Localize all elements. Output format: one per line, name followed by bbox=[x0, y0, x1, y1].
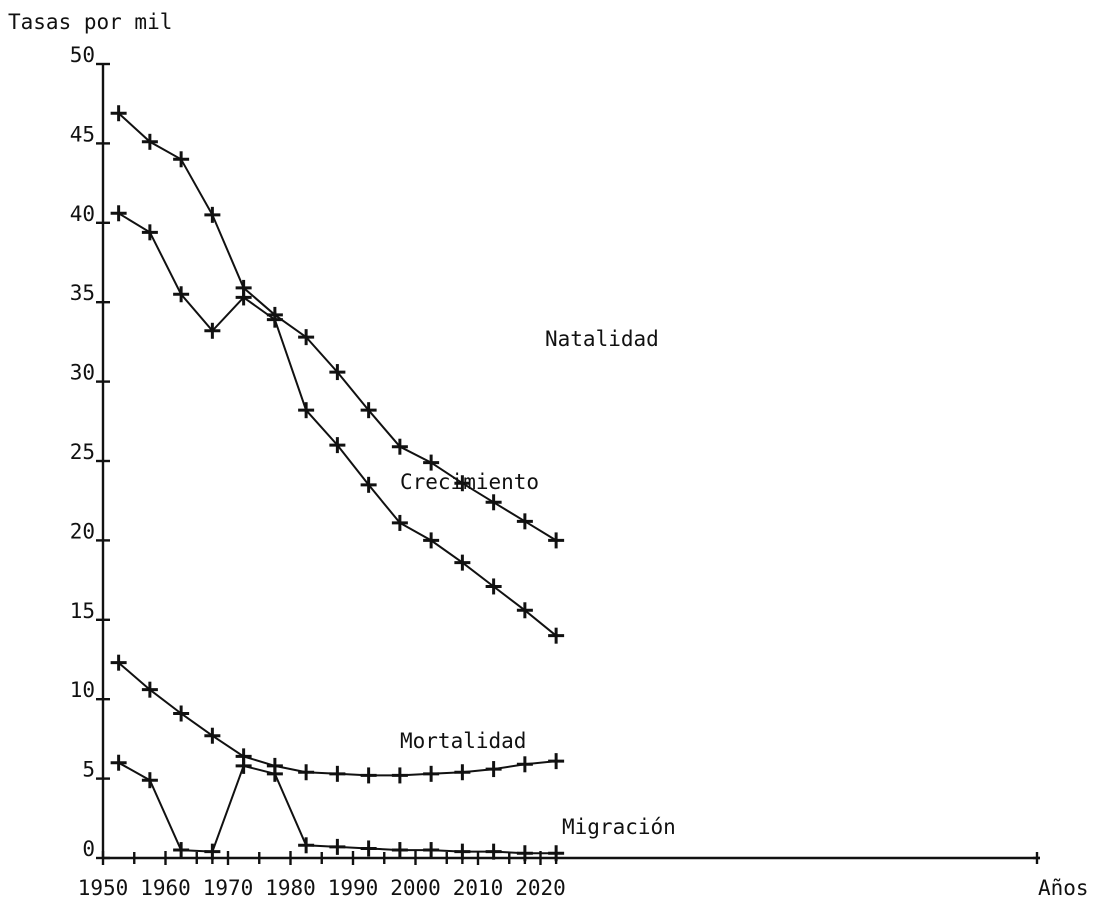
data-point-mortalidad bbox=[423, 765, 440, 782]
y-tick-label: 45 bbox=[70, 122, 95, 146]
data-point-mortalidad bbox=[548, 753, 565, 770]
data-point-mortalidad bbox=[298, 764, 315, 781]
data-point-migracion bbox=[391, 842, 408, 859]
data-point-mortalidad bbox=[454, 764, 471, 781]
data-point-natalidad bbox=[548, 532, 565, 549]
data-point-natalidad bbox=[110, 105, 127, 122]
data-point-natalidad bbox=[485, 494, 502, 511]
data-point-crecimiento bbox=[298, 402, 315, 419]
data-point-crecimiento bbox=[423, 532, 440, 549]
x-tick-label: 2010 bbox=[453, 876, 504, 900]
data-point-natalidad bbox=[298, 329, 315, 346]
data-point-natalidad bbox=[329, 364, 346, 381]
data-point-migracion bbox=[110, 754, 127, 771]
x-tick-label: 1990 bbox=[328, 876, 379, 900]
data-point-crecimiento bbox=[329, 437, 346, 454]
data-point-migracion bbox=[485, 843, 502, 860]
y-tick-label: 35 bbox=[70, 281, 95, 305]
data-point-mortalidad bbox=[360, 767, 377, 784]
data-point-migracion bbox=[454, 843, 471, 860]
y-tick-label: 0 bbox=[82, 837, 95, 861]
y-axis-title: Tasas por mil bbox=[8, 10, 172, 34]
data-point-mortalidad bbox=[329, 765, 346, 782]
data-point-natalidad bbox=[423, 454, 440, 471]
data-point-crecimiento bbox=[548, 627, 565, 644]
data-point-migracion bbox=[173, 842, 190, 859]
y-tick-label: 20 bbox=[70, 519, 95, 543]
x-tick-label: 1970 bbox=[203, 876, 254, 900]
series-line-crecimiento bbox=[118, 212, 557, 637]
data-point-natalidad bbox=[173, 151, 190, 168]
x-tick-label: 1950 bbox=[78, 876, 129, 900]
data-point-migracion bbox=[141, 772, 158, 789]
data-point-crecimiento bbox=[235, 289, 252, 306]
data-point-natalidad bbox=[204, 206, 221, 223]
data-point-crecimiento bbox=[204, 322, 221, 339]
data-point-natalidad bbox=[141, 133, 158, 150]
x-tick-label: 1960 bbox=[140, 876, 191, 900]
data-point-crecimiento bbox=[485, 578, 502, 595]
series-layer bbox=[110, 105, 565, 862]
y-tick-label: 30 bbox=[70, 361, 95, 385]
series-line-mortalidad bbox=[117, 661, 557, 777]
y-tick-label: 50 bbox=[70, 43, 95, 67]
data-point-crecimiento bbox=[173, 286, 190, 303]
y-tick-label: 10 bbox=[70, 678, 95, 702]
series-label-migracion: Migración bbox=[562, 815, 676, 839]
x-axis-title: Años bbox=[1038, 876, 1089, 900]
series-label-crecimiento: Crecimiento bbox=[400, 470, 539, 494]
data-point-crecimiento bbox=[141, 224, 158, 241]
y-tick-label: 5 bbox=[82, 758, 95, 782]
data-point-migracion bbox=[298, 837, 315, 854]
y-tick-label: 25 bbox=[70, 440, 95, 464]
series-label-mortalidad: Mortalidad bbox=[400, 729, 526, 753]
data-point-migracion bbox=[204, 843, 221, 860]
data-point-migracion bbox=[423, 842, 440, 859]
data-point-natalidad bbox=[360, 402, 377, 419]
data-point-mortalidad bbox=[204, 727, 221, 744]
data-point-migracion bbox=[548, 845, 565, 862]
data-point-natalidad bbox=[454, 475, 471, 492]
x-tick-label: 2020 bbox=[515, 876, 566, 900]
data-point-mortalidad bbox=[141, 681, 158, 698]
axes: 0 5 10 15 20 25 30 35 40 45 50 1950 1960 1970 1980 1990… bbox=[70, 43, 1040, 900]
x-tick-label: 1980 bbox=[265, 876, 316, 900]
data-point-mortalidad bbox=[485, 761, 502, 778]
data-point-migracion bbox=[329, 838, 346, 855]
data-point-migracion bbox=[360, 840, 377, 857]
data-point-crecimiento bbox=[266, 311, 283, 328]
data-point-natalidad bbox=[391, 438, 408, 455]
data-point-crecimiento bbox=[360, 476, 377, 493]
data-point-crecimiento bbox=[110, 205, 127, 222]
data-point-crecimiento bbox=[391, 514, 408, 531]
x-tick-label: 2000 bbox=[390, 876, 441, 900]
y-tick-label: 15 bbox=[70, 599, 95, 623]
data-point-mortalidad bbox=[516, 756, 533, 773]
series-label-natalidad: Natalidad bbox=[545, 327, 659, 351]
data-point-mortalidad bbox=[173, 705, 190, 722]
data-point-crecimiento bbox=[516, 602, 533, 619]
data-point-migracion bbox=[235, 757, 252, 774]
data-point-crecimiento bbox=[454, 554, 471, 571]
data-point-natalidad bbox=[516, 513, 533, 530]
data-point-migracion bbox=[266, 765, 283, 782]
data-point-mortalidad bbox=[110, 654, 127, 671]
data-point-migracion bbox=[516, 845, 533, 862]
data-point-mortalidad bbox=[391, 767, 408, 784]
y-tick-label: 40 bbox=[70, 202, 95, 226]
